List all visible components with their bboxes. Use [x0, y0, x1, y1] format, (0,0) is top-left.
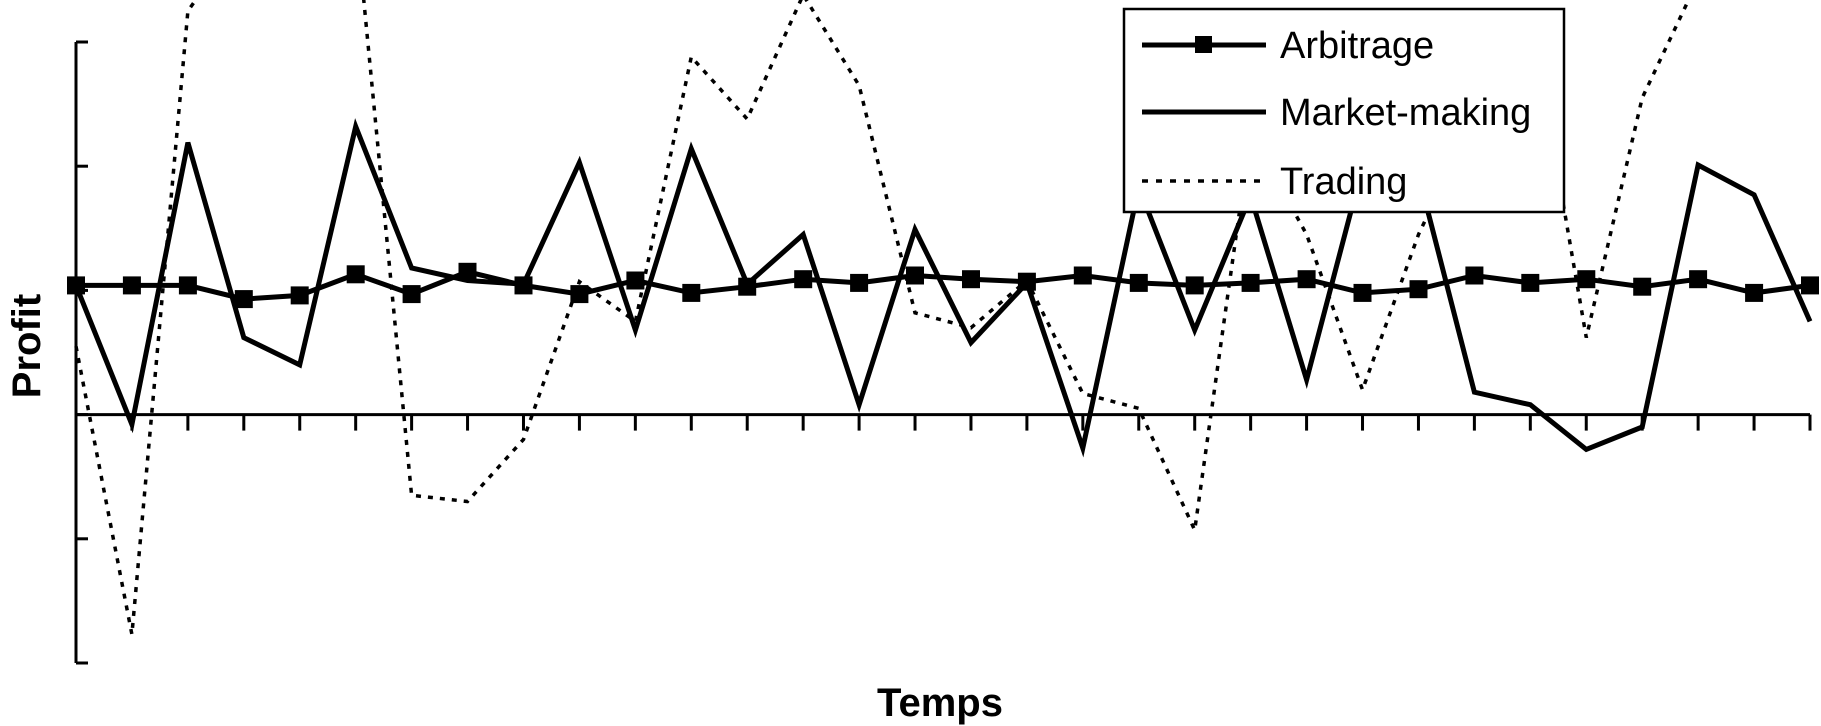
series-point-arbitrage: [850, 273, 869, 292]
series-point-arbitrage: [346, 265, 365, 284]
series-point-arbitrage: [1129, 273, 1148, 292]
series-point-arbitrage: [1801, 276, 1819, 295]
series-point-arbitrage: [458, 262, 477, 281]
series-point-arbitrage: [794, 270, 813, 289]
legend-label-arbitrage: Arbitrage: [1280, 25, 1434, 67]
series-point-arbitrage: [1073, 266, 1092, 285]
series-line-market-making: [73, 118, 1813, 458]
series-point-arbitrage: [906, 266, 924, 285]
x-axis-title: Temps: [877, 681, 1003, 725]
series-point-arbitrage: [1577, 270, 1596, 289]
series-point-arbitrage: [290, 286, 309, 305]
series-point-arbitrage: [570, 285, 589, 304]
series-point-arbitrage: [1297, 270, 1316, 289]
series-point-arbitrage: [1745, 283, 1764, 302]
series-point-arbitrage: [1689, 270, 1708, 289]
axes: [74, 40, 1812, 665]
series-point-arbitrage: [626, 271, 645, 290]
series-line-arbitrage: [76, 269, 1811, 302]
series-point-arbitrage: [682, 283, 701, 302]
series-point-arbitrage: [962, 270, 980, 289]
series-point-arbitrage: [1633, 277, 1652, 296]
y-axis-title: Profit: [5, 294, 49, 398]
legend-label-market-making: Market-making: [1280, 92, 1531, 134]
series-point-arbitrage: [402, 285, 421, 304]
series-point-arbitrage: [1185, 276, 1204, 295]
legend-marker-arbitrage: [1195, 36, 1212, 53]
series-point-arbitrage: [1241, 273, 1260, 292]
series-point-arbitrage: [1465, 266, 1484, 285]
series-point-arbitrage: [234, 290, 253, 309]
legend: Arbitrage Market-making Trading: [1122, 7, 1566, 214]
series-point-arbitrage: [178, 276, 197, 295]
series-point-arbitrage: [1409, 280, 1428, 299]
series-point-arbitrage: [1353, 283, 1372, 302]
legend-label-trading: Trading: [1280, 161, 1407, 203]
series-point-arbitrage: [1521, 273, 1540, 292]
series-point-arbitrage: [122, 276, 141, 295]
